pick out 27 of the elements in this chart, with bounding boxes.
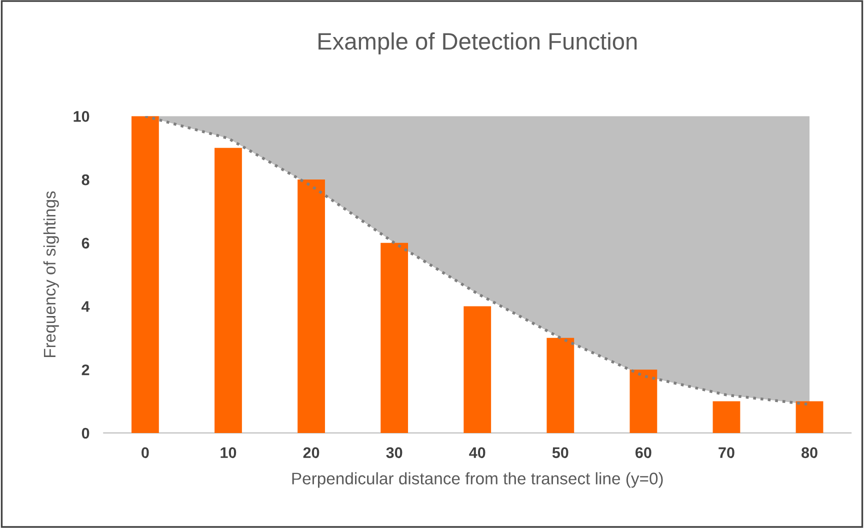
y-tick-label: 10 [74,111,90,122]
x-tick-label: 30 [386,447,402,458]
x-tick-label: 40 [469,447,486,458]
bar [630,370,658,433]
y-tick-label: 0 [82,428,90,439]
y-tick-label: 6 [82,238,90,249]
bar [214,148,242,433]
bar [298,180,325,433]
x-axis-title: Perpendicular distance from the transect line (y=0) [292,472,663,488]
bar [132,116,159,433]
y-tick-label: 8 [82,174,90,186]
x-tick-label: 60 [636,447,652,458]
x-tick-label: 20 [303,447,320,458]
bar [546,338,574,433]
x-tick-label: 0 [142,447,149,458]
y-tick-label: 4 [82,301,90,312]
chart-title: Example of Detection Function [318,32,637,54]
bar [464,306,492,433]
x-tick-label: 10 [220,447,236,458]
bar [712,401,740,433]
bar [380,242,408,433]
x-tick-label: 70 [718,447,734,458]
x-tick-label: 50 [552,447,568,458]
y-tick-label: 2 [82,364,90,376]
x-tick-label: 80 [802,447,818,458]
bar [796,401,824,433]
y-axis-title: Frequency of sightings [43,191,59,358]
